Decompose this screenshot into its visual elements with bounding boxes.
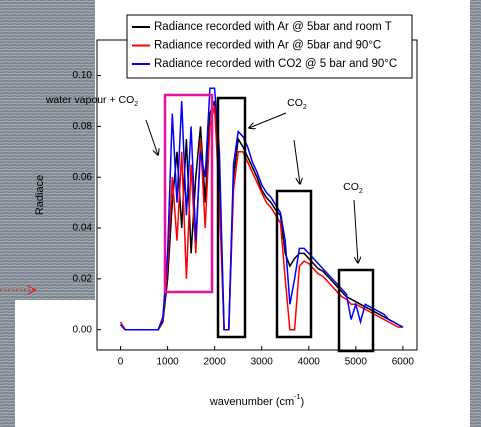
- y-tick-label: 0.02: [73, 273, 93, 284]
- legend-label: Radiance recorded with Ar @ 5bar and roo…: [154, 21, 392, 33]
- x-tick-label: 1000: [156, 357, 179, 368]
- x-tick-label: 0: [118, 357, 124, 368]
- legend: [126, 14, 413, 79]
- x-tick-label: 3000: [251, 357, 274, 368]
- annotation: CO2: [287, 97, 307, 111]
- series-line: [119, 87, 404, 331]
- highlight-box: [216, 96, 247, 339]
- y-tick-label: 0.00: [73, 324, 93, 335]
- y-tick-label: 0.06: [73, 172, 93, 183]
- label-part: 2: [134, 101, 138, 108]
- highlight-box: [337, 268, 375, 353]
- label-part: 2: [303, 104, 307, 111]
- arrow: [293, 139, 300, 184]
- x-tick-label: 6000: [392, 357, 415, 368]
- y-tick-label: 0.08: [73, 121, 93, 132]
- arrow: [145, 119, 158, 155]
- highlight-box: [163, 93, 214, 294]
- highlight-box: [275, 189, 313, 339]
- x-tick-label: 4000: [298, 357, 321, 368]
- y-tick-label: 0.04: [73, 223, 93, 234]
- label-part: -1: [294, 394, 300, 401]
- x-tick-label: 2000: [204, 357, 227, 368]
- panel: [15, 300, 95, 427]
- x-tick-label: 5000: [345, 357, 368, 368]
- label-part: 2: [359, 188, 363, 195]
- arrow: [249, 112, 287, 128]
- label-part: wavenumber (cm: [209, 396, 294, 408]
- y-axis-label: Radiace: [34, 175, 46, 215]
- x-axis-label: wavenumber (cm-1): [209, 394, 304, 408]
- label-part: ): [300, 396, 304, 408]
- series-line: [119, 100, 404, 331]
- label-part: CO: [287, 97, 303, 109]
- legend-label: Radiance recorded with Ar @ 5bar and 90°…: [154, 40, 381, 52]
- annotation: water vapour + CO2: [45, 94, 138, 108]
- label-part: water vapour + CO: [45, 94, 134, 106]
- legend-label: Radiance recorded with CO2 @ 5 bar and 9…: [154, 58, 397, 70]
- label-part: CO: [343, 181, 359, 193]
- annotation: CO2: [343, 181, 363, 195]
- arrow: [353, 199, 358, 263]
- y-tick-label: 0.10: [73, 70, 93, 81]
